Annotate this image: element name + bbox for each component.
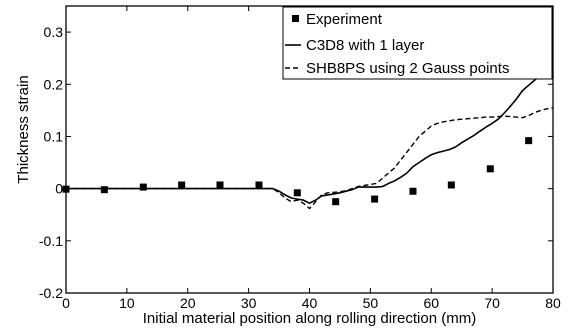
- data-point-experiment: [255, 181, 263, 189]
- data-point-experiment: [332, 198, 340, 206]
- x-tick-label: 30: [241, 295, 257, 311]
- series-layer: [62, 63, 554, 210]
- y-tick-label: 0.1: [44, 128, 64, 144]
- data-point-experiment: [409, 187, 417, 195]
- x-tick-label: 70: [484, 295, 500, 311]
- x-tick-label: 80: [545, 295, 561, 311]
- legend-box: [282, 6, 553, 80]
- legend-label-experiment: Experiment: [306, 11, 383, 28]
- legend-marker-experiment: [292, 15, 299, 22]
- x-tick-label: 40: [302, 295, 318, 311]
- x-axis-ticks: 0 10 20 30 40 50 60 70 80: [62, 6, 561, 311]
- y-axis-ticks: -0.2 -0.1 0 0.1 0.2 0.3: [39, 24, 553, 301]
- y-tick-label: -0.1: [39, 233, 63, 249]
- x-axis-label: Initial material position along rolling …: [143, 310, 476, 327]
- y-tick-label: -0.2: [39, 285, 63, 301]
- data-point-experiment: [178, 181, 186, 189]
- legend: Experiment C3D8 with 1 layer SHB8PS usin…: [282, 6, 553, 80]
- y-axis-label: Thickness strain: [15, 75, 32, 183]
- data-point-experiment: [525, 137, 533, 145]
- x-tick-label: 60: [423, 295, 439, 311]
- x-tick-label: 50: [363, 295, 379, 311]
- legend-label-c3d8: C3D8 with 1 layer: [306, 37, 424, 54]
- series-line-c3d8-with-1-layer: [66, 63, 554, 204]
- data-point-experiment: [293, 189, 301, 197]
- data-point-experiment: [139, 183, 147, 191]
- y-tick-label: 0: [55, 181, 63, 197]
- y-tick-label: 0.2: [44, 76, 64, 92]
- data-point-experiment: [100, 186, 108, 194]
- legend-label-shb8ps: SHB8PS using 2 Gauss points: [306, 60, 509, 77]
- data-point-experiment: [486, 165, 494, 173]
- plot-area: 0 10 20 30 40 50 60 70 80 -0.2 -0.1 0 0.1 0.2 0.3: [39, 5, 561, 311]
- y-tick-label: 0.3: [44, 24, 64, 40]
- data-point-experiment: [216, 181, 224, 189]
- series-line-shb8ps-using-2-gauss-points: [66, 107, 554, 210]
- x-tick-label: 20: [180, 295, 196, 311]
- data-point-experiment: [447, 181, 455, 189]
- x-tick-label: 0: [62, 295, 70, 311]
- data-point-experiment: [371, 195, 379, 203]
- x-tick-label: 10: [119, 295, 135, 311]
